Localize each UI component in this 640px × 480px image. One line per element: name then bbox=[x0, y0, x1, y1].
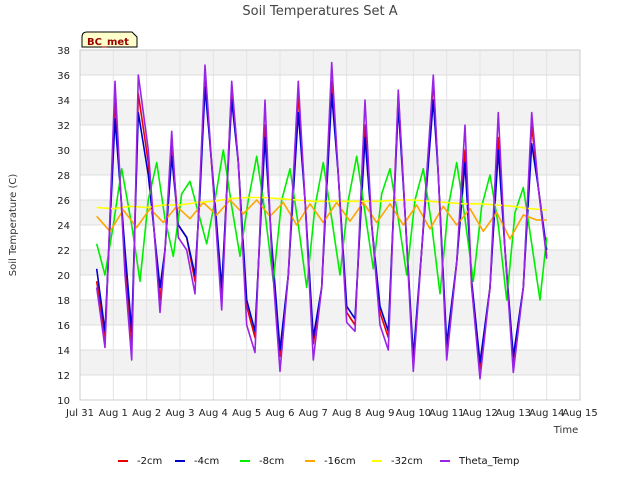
series-line-32cm bbox=[96, 196, 547, 211]
station-badge-box bbox=[81, 31, 138, 48]
x-axis-title: Time bbox=[553, 425, 578, 436]
legend-label: -32cm bbox=[391, 456, 423, 467]
legend-label: -2cm bbox=[137, 456, 162, 467]
legend-item: -4cm bbox=[175, 456, 219, 467]
y-tick-label: 30 bbox=[57, 146, 70, 157]
legend-label: -16cm bbox=[324, 456, 356, 467]
y-tick-label: 34 bbox=[57, 96, 70, 107]
legend-item: -2cm bbox=[118, 456, 162, 467]
x-tick-label: Aug 15 bbox=[562, 408, 597, 419]
y-axis-ticks: 10 12 14 16 18 20 22 24 26 28 30 32 34 36 38 bbox=[57, 46, 70, 407]
y-tick-label: 26 bbox=[57, 196, 70, 207]
station-badge: BC_met bbox=[81, 31, 138, 48]
series-line-16cm bbox=[96, 199, 547, 240]
legend-label: -8cm bbox=[259, 456, 284, 467]
plot-band bbox=[80, 50, 580, 75]
legend-item: -16cm bbox=[305, 456, 356, 467]
x-tick-label: Aug 3 bbox=[165, 408, 194, 419]
y-tick-label: 14 bbox=[57, 346, 70, 357]
y-tick-label: 16 bbox=[57, 321, 70, 332]
x-tick-label: Aug 2 bbox=[132, 408, 161, 419]
plot-band bbox=[80, 350, 580, 375]
chart-title: Soil Temperatures Set A bbox=[242, 4, 397, 19]
legend-label: Theta_Temp bbox=[458, 456, 519, 467]
series-lines bbox=[95, 61, 548, 380]
y-tick-label: 20 bbox=[57, 271, 70, 282]
legend-item: Theta_Temp bbox=[440, 456, 519, 467]
x-tick-label: Aug 10 bbox=[396, 408, 431, 419]
x-tick-label: Jul 31 bbox=[65, 408, 94, 419]
y-tick-label: 12 bbox=[57, 371, 70, 382]
y-tick-label: 10 bbox=[57, 396, 70, 407]
x-tick-label: Aug 5 bbox=[232, 408, 261, 419]
x-axis-ticks: Jul 31 Aug 1 Aug 2 Aug 3 Aug 4 Aug 5 Aug 6 Aug … bbox=[65, 408, 598, 419]
gridlines bbox=[79, 49, 581, 401]
x-tick-label: Aug 6 bbox=[265, 408, 294, 419]
y-tick-label: 38 bbox=[57, 46, 70, 57]
legend-item: -32cm bbox=[372, 456, 423, 467]
x-tick-label: Aug 14 bbox=[529, 408, 564, 419]
y-tick-label: 32 bbox=[57, 121, 70, 132]
y-tick-label: 18 bbox=[57, 296, 70, 307]
x-tick-label: Aug 12 bbox=[462, 408, 497, 419]
series-line-thetatemp bbox=[95, 61, 548, 380]
x-tick-label: Aug 4 bbox=[199, 408, 228, 419]
x-tick-label: Aug 13 bbox=[496, 408, 531, 419]
x-tick-label: Aug 8 bbox=[332, 408, 361, 419]
station-badge-label: BC_met bbox=[87, 37, 129, 48]
x-tick-label: Aug 7 bbox=[299, 408, 328, 419]
plot-band bbox=[80, 300, 580, 325]
legend: -2cm -4cm -8cm -16cm -32cm Theta_Temp bbox=[118, 456, 519, 467]
y-axis-title: Soil Temperature (C) bbox=[8, 174, 19, 277]
x-tick-label: Aug 11 bbox=[429, 408, 464, 419]
plot-frame bbox=[79, 49, 581, 401]
legend-label: -4cm bbox=[194, 456, 219, 467]
series-line-8cm bbox=[95, 149, 548, 301]
legend-item: -8cm bbox=[240, 456, 284, 467]
y-tick-label: 24 bbox=[57, 221, 70, 232]
x-tick-label: Aug 9 bbox=[365, 408, 394, 419]
y-tick-label: 36 bbox=[57, 71, 70, 82]
y-tick-label: 22 bbox=[57, 246, 70, 257]
x-tick-label: Aug 1 bbox=[99, 408, 128, 419]
y-tick-label: 28 bbox=[57, 171, 70, 182]
